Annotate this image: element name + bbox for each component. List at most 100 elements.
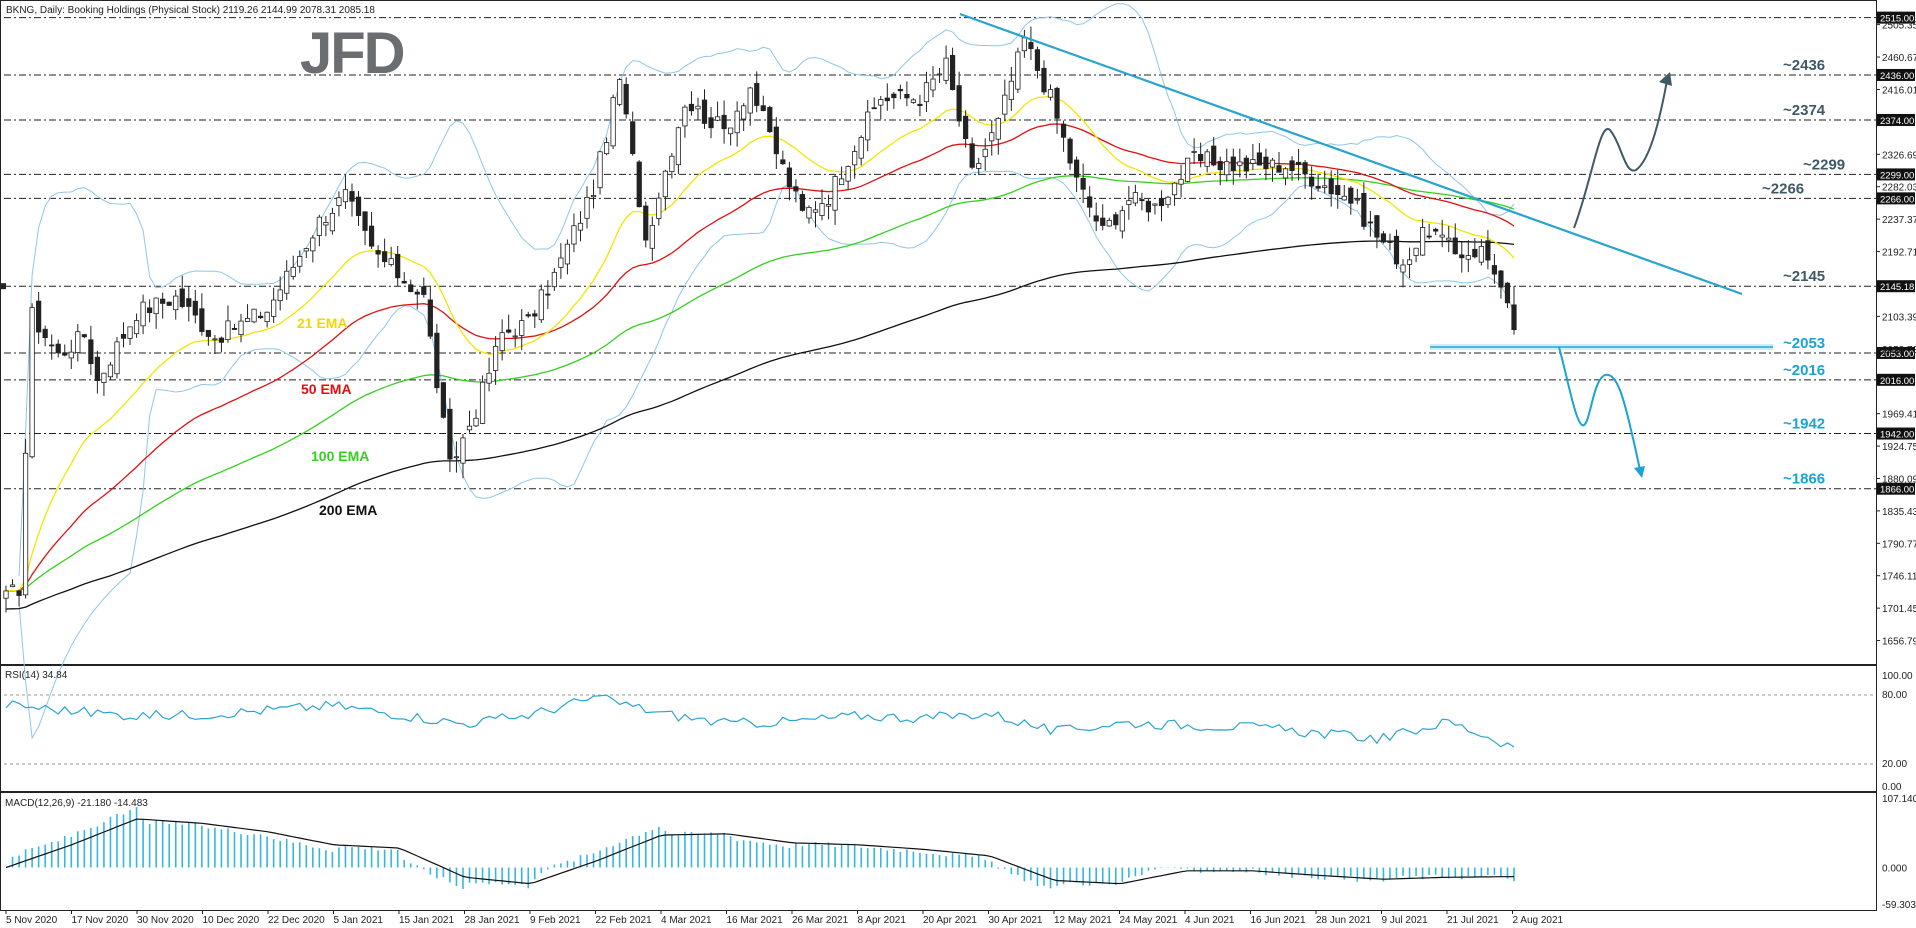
candle-body xyxy=(1139,199,1145,202)
candle-body xyxy=(943,57,949,81)
candle-body xyxy=(3,590,9,599)
rsi-pane-frame xyxy=(0,665,1877,792)
candle-body xyxy=(107,364,114,378)
x-tick-label: 15 Jan 2021 xyxy=(399,915,454,926)
candle-body xyxy=(1152,203,1158,206)
bullish-path-arrow xyxy=(1573,74,1669,229)
candle-body xyxy=(1087,196,1093,208)
chart-header: BKNG, Daily: Booking Holdings (Physical … xyxy=(6,5,375,16)
candle-body xyxy=(1217,161,1223,171)
candle-body xyxy=(897,88,903,92)
rsi-title: RSI(14) 34.84 xyxy=(5,670,68,681)
candle-body xyxy=(1439,234,1445,238)
candle-body xyxy=(447,408,453,460)
level-price-box xyxy=(1877,482,1915,495)
ema21-label: 21 EMA xyxy=(297,315,348,331)
candle-body xyxy=(199,308,205,332)
candle-body xyxy=(506,329,512,333)
x-tick-label: 9 Feb 2021 xyxy=(530,915,581,926)
candle-body xyxy=(1406,259,1413,265)
candle-body xyxy=(904,94,910,99)
macd-tick-label: 107.140 xyxy=(1882,794,1916,805)
candle-body xyxy=(747,87,753,114)
candle-body xyxy=(264,311,270,323)
candle-body xyxy=(1224,161,1230,176)
candle-body xyxy=(329,213,336,232)
candle-body xyxy=(29,307,35,458)
candle-body xyxy=(271,299,277,317)
candle-body xyxy=(127,326,133,339)
candle-body xyxy=(714,116,721,121)
candle-body xyxy=(1034,49,1041,71)
level-note: ~1942 xyxy=(1783,416,1825,433)
candle-body xyxy=(1067,138,1073,164)
downtrend-line xyxy=(959,12,1743,296)
rsi-indicator: 100.00 80.00 20.00 0.00 xyxy=(4,671,1913,793)
candle-body xyxy=(564,243,571,265)
x-tick-label: 22 Dec 2020 xyxy=(268,915,325,926)
y-tick-label: 2460.67 xyxy=(1882,53,1916,64)
y-tick-label: 2505.35 xyxy=(1882,21,1916,32)
bollinger-bands xyxy=(18,3,1515,740)
candle-body xyxy=(434,332,440,389)
x-tick-label: 2 Aug 2021 xyxy=(1513,915,1564,926)
candle-body xyxy=(688,103,695,112)
x-tick-label: 30 Nov 2020 xyxy=(137,915,194,926)
candle-body xyxy=(160,298,166,304)
candle-body xyxy=(799,194,806,211)
y-tick-label: 1969.41 xyxy=(1882,410,1916,421)
candle-body xyxy=(1276,165,1282,173)
candle-body xyxy=(865,111,871,141)
candle-body xyxy=(956,85,962,122)
candle-body xyxy=(231,327,238,330)
candle-body xyxy=(179,288,185,307)
candle-body xyxy=(512,335,518,338)
candle-body xyxy=(1165,196,1171,206)
candle-body xyxy=(297,256,303,267)
candle-body xyxy=(767,107,773,133)
y-tick-label: 1746.11 xyxy=(1882,572,1916,583)
x-tick-label: 4 Mar 2021 xyxy=(661,915,712,926)
y-tick-label: 1790.77 xyxy=(1882,539,1916,550)
candle-body xyxy=(519,320,525,336)
candle-body xyxy=(871,107,877,110)
candle-body xyxy=(1452,237,1458,255)
level-price-label: 1942.00 xyxy=(1880,430,1914,441)
candle-body xyxy=(845,166,851,182)
candle-body xyxy=(22,452,29,596)
level-price-label: 2145.18 xyxy=(1880,282,1914,293)
level-note: ~2299 xyxy=(1803,156,1845,173)
candle-body xyxy=(656,197,662,219)
level-price-box xyxy=(1877,373,1915,386)
candle-body xyxy=(969,143,975,168)
x-tick-label: 9 Jul 2021 xyxy=(1382,915,1429,926)
candle-body xyxy=(186,298,192,307)
candle-body xyxy=(421,286,427,295)
candle-body xyxy=(414,291,420,295)
candle-body xyxy=(382,251,388,263)
level-price-box xyxy=(1877,113,1915,126)
rsi-tick-label: 20.00 xyxy=(1882,759,1907,770)
level-price-box xyxy=(1877,280,1915,293)
x-tick-label: 26 Mar 2021 xyxy=(792,915,849,926)
candle-body xyxy=(88,339,94,365)
candle-body xyxy=(636,161,642,208)
candle-body xyxy=(9,584,16,587)
candle-body xyxy=(852,151,858,166)
candle-body xyxy=(1335,185,1341,196)
candle-body xyxy=(1263,156,1269,170)
candle-body xyxy=(1250,159,1256,164)
candle-body xyxy=(1132,192,1138,204)
candle-body xyxy=(1106,219,1112,227)
candle-body xyxy=(695,105,701,110)
level-note: ~2016 xyxy=(1783,362,1825,379)
candle-body xyxy=(728,127,734,135)
x-tick-label: 12 May 2021 xyxy=(1054,915,1112,926)
level-note: ~1866 xyxy=(1783,471,1825,488)
candle-body xyxy=(1093,215,1099,222)
candle-body xyxy=(597,151,603,189)
candle-body xyxy=(1074,159,1080,178)
candle-body xyxy=(630,121,636,155)
candle-body xyxy=(375,250,381,255)
